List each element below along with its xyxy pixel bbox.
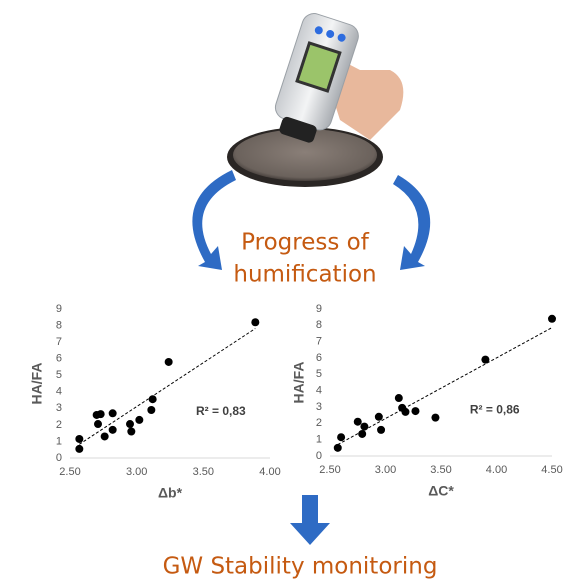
point bbox=[431, 413, 440, 422]
footer: GW Stability monitoring bbox=[163, 554, 438, 580]
y-tick-label: 3 bbox=[316, 401, 322, 413]
point bbox=[147, 405, 156, 414]
point bbox=[374, 412, 383, 421]
point bbox=[251, 318, 260, 327]
y-tick-label: 6 bbox=[56, 353, 62, 365]
trend-line bbox=[79, 328, 256, 445]
point bbox=[411, 407, 420, 416]
x-tick-label: 2.50 bbox=[59, 466, 80, 478]
y-axis-label: HA/FA bbox=[291, 362, 307, 404]
y-tick-label: 8 bbox=[56, 319, 62, 331]
x-tick-label: 3.50 bbox=[430, 464, 451, 476]
point bbox=[548, 314, 556, 323]
arrows bbox=[192, 170, 431, 545]
point bbox=[135, 415, 144, 424]
point bbox=[353, 417, 362, 426]
y-axis-label: HA/FA bbox=[29, 363, 45, 405]
x-tick-label: 3.50 bbox=[193, 466, 214, 478]
x-tick-label: 3.00 bbox=[126, 466, 147, 478]
y-tick-label: 3 bbox=[56, 402, 62, 414]
y-tick-label: 2 bbox=[56, 419, 62, 431]
point bbox=[96, 410, 105, 419]
caption-line: Progress of bbox=[241, 230, 370, 256]
y-tick-label: 1 bbox=[316, 434, 322, 446]
photo bbox=[227, 13, 404, 187]
point bbox=[333, 443, 342, 452]
point bbox=[75, 434, 84, 443]
point bbox=[401, 407, 410, 416]
point bbox=[360, 422, 369, 431]
annotation: R² = 0,86 bbox=[470, 403, 520, 417]
point bbox=[337, 433, 346, 442]
point bbox=[94, 420, 102, 429]
y-tick-label: 7 bbox=[56, 336, 62, 348]
y-tick-label: 4 bbox=[316, 385, 322, 397]
point bbox=[481, 355, 490, 364]
trend-line bbox=[337, 327, 553, 446]
caption-line: humification bbox=[233, 262, 376, 288]
point bbox=[75, 444, 84, 453]
y-tick-label: 5 bbox=[56, 369, 62, 381]
x-axis-label: Δb* bbox=[158, 485, 183, 501]
y-tick-label: 5 bbox=[316, 368, 322, 380]
x-axis-label: ΔC* bbox=[428, 483, 454, 499]
y-tick-label: 9 bbox=[316, 303, 322, 315]
y-tick-label: 2 bbox=[316, 417, 322, 429]
point bbox=[127, 427, 136, 436]
point bbox=[108, 425, 117, 434]
point bbox=[164, 357, 173, 366]
point bbox=[394, 394, 403, 403]
x-tick-label: 4.00 bbox=[259, 466, 280, 478]
x-tick-label: 4.50 bbox=[541, 464, 562, 476]
point bbox=[126, 420, 134, 429]
y-tick-label: 7 bbox=[316, 336, 322, 348]
annotation: R² = 0,83 bbox=[196, 404, 246, 418]
point bbox=[108, 409, 117, 418]
point bbox=[358, 429, 367, 438]
y-tick-label: 8 bbox=[316, 319, 322, 331]
y-tick-label: 9 bbox=[56, 303, 62, 315]
y-tick-label: 1 bbox=[56, 435, 62, 447]
x-tick-label: 3.00 bbox=[375, 464, 396, 476]
x-tick-label: 4.00 bbox=[486, 464, 507, 476]
point bbox=[100, 432, 109, 441]
x-tick-label: 2.50 bbox=[319, 464, 340, 476]
point bbox=[377, 425, 386, 434]
point bbox=[148, 395, 157, 404]
y-tick-label: 6 bbox=[316, 352, 322, 364]
y-tick-label: 4 bbox=[56, 386, 62, 398]
y-tick-label: 0 bbox=[316, 450, 322, 462]
y-tick-label: 0 bbox=[56, 452, 62, 464]
